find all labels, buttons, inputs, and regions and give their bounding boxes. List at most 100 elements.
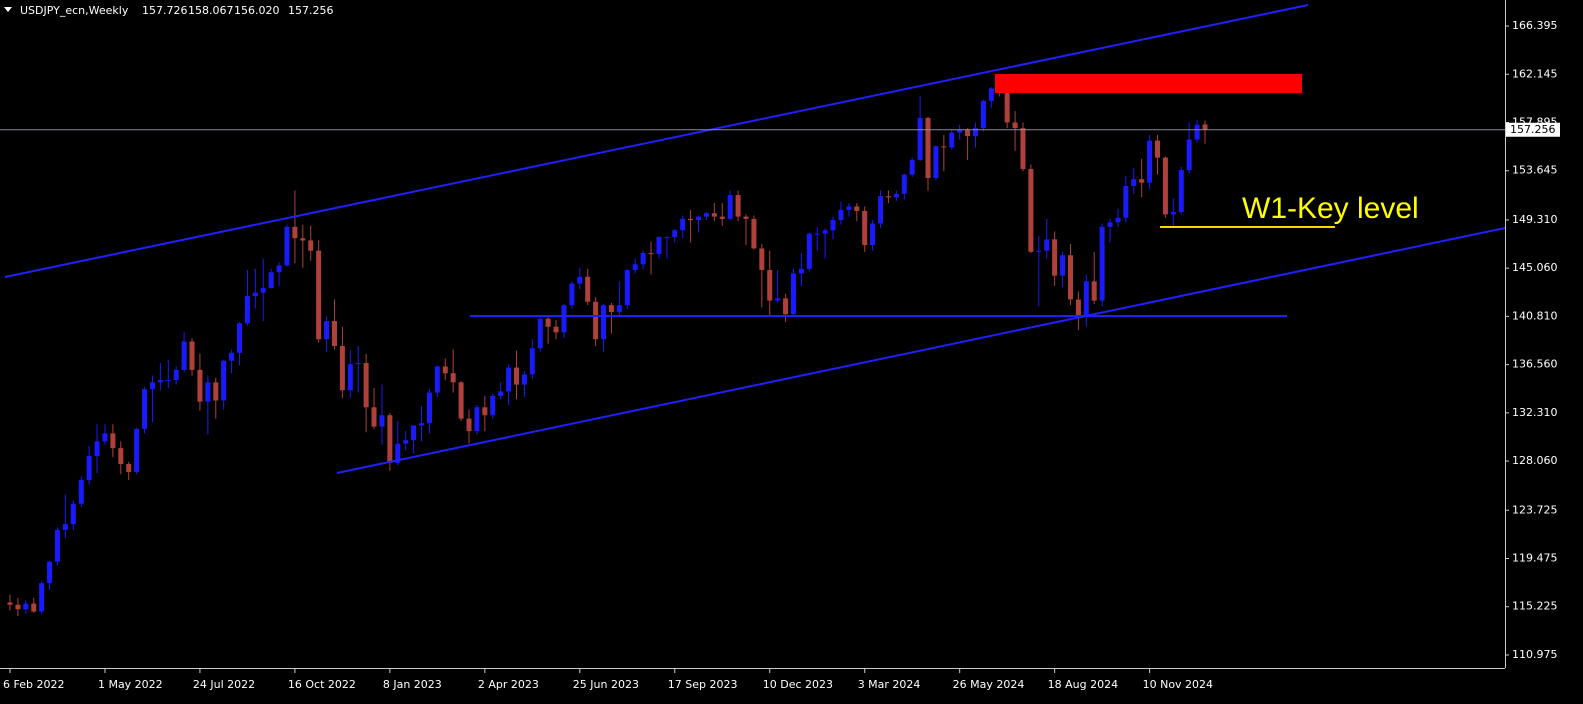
- resistance-zone: [995, 74, 1302, 93]
- candle-body: [862, 210, 868, 246]
- candle-body: [466, 418, 472, 432]
- candle-body: [751, 218, 757, 249]
- candle-body: [213, 382, 219, 401]
- candle-body: [601, 305, 607, 340]
- candle-body: [767, 269, 773, 301]
- candle-body: [822, 230, 828, 234]
- candle-body: [790, 273, 796, 315]
- candle-body: [1028, 168, 1034, 252]
- candle-body: [593, 301, 599, 340]
- candle-body: [165, 380, 171, 382]
- candle-body: [498, 391, 504, 396]
- candle-body: [482, 407, 488, 416]
- candle-body: [680, 218, 686, 231]
- candle-body: [759, 248, 765, 270]
- candle-body: [925, 117, 931, 179]
- candle-body: [15, 604, 21, 610]
- candle-body: [727, 195, 733, 219]
- candle-body: [688, 218, 694, 221]
- candle-body: [260, 288, 266, 293]
- candle-body: [909, 159, 915, 175]
- candle-body: [949, 132, 955, 148]
- candle-body: [656, 237, 662, 255]
- chart-title: USDJPY_ecn,Weekly: [20, 4, 129, 17]
- current-price-box: [1506, 122, 1560, 137]
- candle-body: [7, 602, 13, 605]
- candle-body: [110, 433, 116, 449]
- candle-body: [268, 272, 274, 289]
- candle-body: [513, 367, 519, 385]
- candle-body: [189, 341, 195, 370]
- candle-body: [521, 374, 527, 385]
- upper-trend-line: [4, 4, 1309, 278]
- candle-body: [39, 583, 45, 612]
- candle-body: [181, 341, 187, 370]
- candle-body: [980, 100, 986, 129]
- candle-body: [648, 252, 654, 255]
- candle-body: [988, 88, 994, 101]
- candle-body: [387, 415, 393, 463]
- candle-body: [806, 233, 812, 269]
- candle-body: [94, 441, 100, 457]
- candle-body: [1147, 140, 1153, 183]
- candle-body: [300, 238, 306, 241]
- candle-body: [1107, 222, 1113, 227]
- candle-body: [696, 216, 702, 221]
- ohlc-low: 156.020: [234, 4, 280, 17]
- candle-body: [608, 305, 614, 312]
- candle-body: [972, 128, 978, 137]
- candle-body: [149, 382, 155, 390]
- candle-body: [1012, 122, 1018, 129]
- candle-body: [529, 348, 535, 375]
- y-tick-label: 153.645: [1512, 164, 1558, 177]
- candle-body: [371, 407, 377, 427]
- y-tick-label: 166.395: [1512, 19, 1558, 32]
- candle-body: [577, 276, 583, 284]
- candle-body: [450, 373, 456, 383]
- candle-body: [1091, 281, 1097, 301]
- x-tick-label: 2 Apr 2023: [478, 678, 539, 691]
- candle-body: [553, 326, 559, 333]
- candle-body: [838, 209, 844, 221]
- x-tick-label: 10 Nov 2024: [1143, 678, 1213, 691]
- y-tick-label: 162.145: [1512, 67, 1558, 80]
- candle-body: [775, 298, 781, 301]
- candle-body: [1139, 179, 1145, 183]
- x-tick-label: 24 Jul 2022: [193, 678, 255, 691]
- candle-body: [363, 363, 369, 408]
- candle-body: [624, 269, 630, 306]
- candle-body: [237, 323, 243, 353]
- candle-body: [1162, 157, 1168, 215]
- candle-body: [316, 250, 322, 340]
- y-tick-label: 128.060: [1512, 454, 1558, 467]
- x-tick-label: 25 Jun 2023: [573, 678, 639, 691]
- candle-body: [411, 425, 417, 441]
- candle-body: [1067, 255, 1073, 300]
- candle-body: [205, 382, 211, 402]
- candle-body: [878, 196, 884, 224]
- y-tick-label: 136.560: [1512, 358, 1558, 371]
- candle-body: [901, 174, 907, 194]
- candle-body: [640, 252, 646, 265]
- candle-body: [1060, 255, 1066, 276]
- x-tick-label: 1 May 2022: [98, 678, 163, 691]
- candle-body: [1186, 139, 1192, 171]
- current-price-label: 157.256: [1510, 123, 1556, 136]
- candle-body: [276, 265, 282, 273]
- candle-body: [403, 440, 409, 444]
- candle-body: [229, 352, 235, 361]
- y-tick-label: 140.810: [1512, 309, 1558, 322]
- candle-body: [743, 216, 749, 219]
- candle-body: [664, 237, 670, 239]
- x-tick-label: 6 Feb 2022: [3, 678, 64, 691]
- candle-body: [893, 193, 899, 198]
- candle-body: [86, 456, 92, 480]
- candle-body: [585, 276, 591, 302]
- menu-arrow[interactable]: [4, 7, 12, 12]
- candle-body: [1075, 299, 1081, 317]
- y-tick-label: 149.310: [1512, 213, 1558, 226]
- x-tick-label: 26 May 2024: [953, 678, 1025, 691]
- candle-body: [252, 292, 258, 297]
- candle-body: [474, 407, 480, 432]
